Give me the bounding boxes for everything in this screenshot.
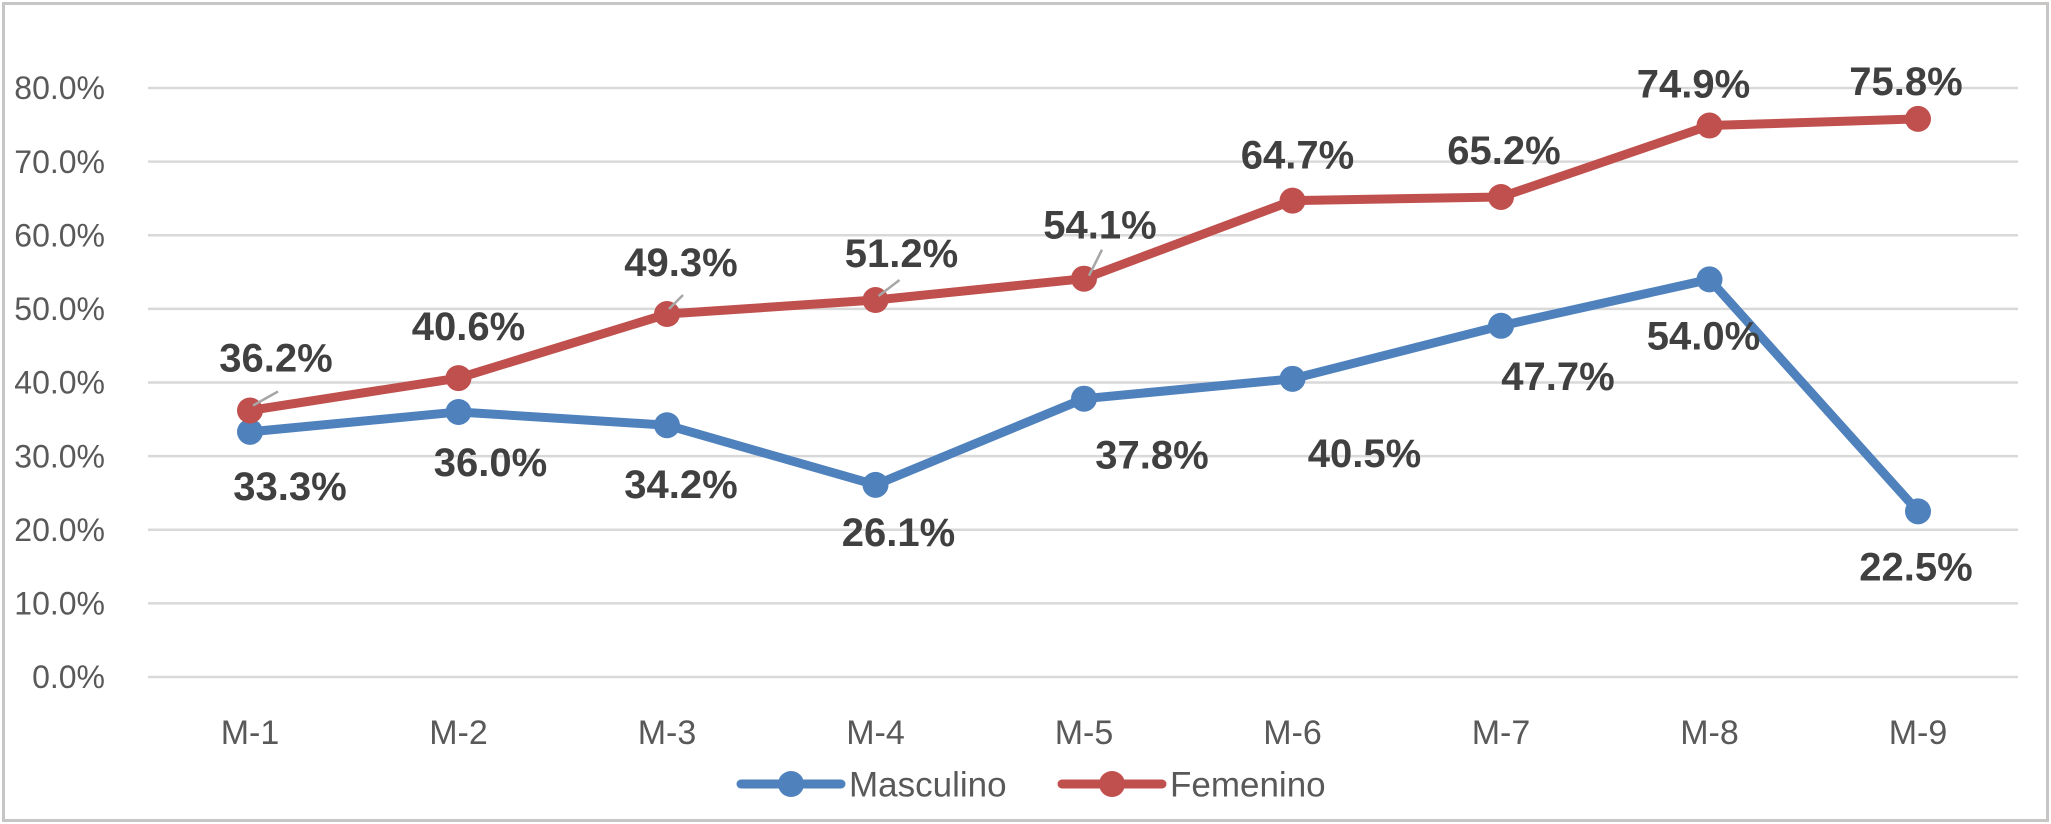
data-label-masculino: 34.2% <box>624 463 737 507</box>
data-label-femenino: 54.1% <box>1043 204 1156 248</box>
y-axis-tick-label: 40.0% <box>14 365 105 401</box>
data-label-leader-line <box>252 390 279 407</box>
y-axis-tick-label: 70.0% <box>14 144 105 180</box>
data-label-leader-line <box>668 294 684 310</box>
y-axis-tick-label: 50.0% <box>14 291 105 327</box>
data-label-femenino: 49.3% <box>624 241 737 285</box>
y-axis-tick-label: 60.0% <box>14 217 105 253</box>
series-masculino-marker[interactable] <box>862 471 889 498</box>
data-label-masculino: 54.0% <box>1647 314 1760 358</box>
legend-item-label: Femenino <box>1170 765 1326 804</box>
data-label-masculino: 33.3% <box>233 465 346 509</box>
data-labels-femenino: 36.2% 40.6% 49.3% 51.2% 54.1% 64.7% 65.2% 74.9%… <box>219 60 1962 381</box>
legend: Masculino Femenino <box>736 765 1326 804</box>
series-masculino[interactable] <box>237 266 1931 525</box>
data-label-masculino: 22.5% <box>1859 545 1972 589</box>
x-axis: M-1 M-2 M-3 M-4 M-5 M-6 M-7 M-8 M-9 <box>221 714 1948 752</box>
y-axis: 0.0% 10.0% 20.0% 30.0% 40.0% 50.0% 60.0% 70.0% 8… <box>14 70 105 695</box>
data-label-masculino: 47.7% <box>1501 355 1614 399</box>
data-label-femenino: 36.2% <box>219 336 332 380</box>
y-axis-tick-label: 20.0% <box>14 512 105 548</box>
data-label-femenino: 51.2% <box>845 232 958 276</box>
x-axis-category-label: M-3 <box>638 714 697 752</box>
data-label-masculino: 40.5% <box>1308 432 1421 476</box>
data-label-masculino: 36.0% <box>434 441 547 485</box>
x-axis-category-label: M-1 <box>221 714 280 752</box>
series-masculino-marker[interactable] <box>1488 312 1514 339</box>
series-masculino-marker[interactable] <box>654 412 680 439</box>
series-femenino-marker[interactable] <box>1488 183 1514 210</box>
x-axis-category-label: M-4 <box>846 714 905 752</box>
series-masculino-marker[interactable] <box>1905 498 1931 525</box>
data-label-femenino: 64.7% <box>1241 134 1354 178</box>
data-label-femenino: 74.9% <box>1637 63 1750 107</box>
data-label-femenino: 75.8% <box>1849 60 1962 104</box>
legend-item-masculino[interactable]: Masculino <box>736 765 1007 804</box>
y-axis-tick-label: 0.0% <box>32 659 105 695</box>
data-label-femenino: 65.2% <box>1447 129 1560 173</box>
x-axis-category-label: M-7 <box>1472 714 1531 752</box>
legend-item-femenino[interactable]: Femenino <box>1057 765 1326 804</box>
series-femenino-marker[interactable] <box>1905 105 1931 132</box>
x-axis-category-label: M-9 <box>1889 714 1948 752</box>
series-masculino-marker[interactable] <box>1071 385 1097 412</box>
data-labels-masculino: 33.3% 36.0% 34.2% 26.1% 37.8% 40.5% 47.7% 54.0%… <box>233 314 1972 589</box>
legend-item-label: Masculino <box>849 765 1007 804</box>
series-masculino-marker[interactable] <box>237 418 263 445</box>
series-femenino[interactable] <box>237 105 1931 424</box>
y-axis-tick-label: 30.0% <box>14 438 105 474</box>
x-axis-category-label: M-6 <box>1263 714 1322 752</box>
y-axis-tick-label: 10.0% <box>14 586 105 622</box>
data-label-masculino: 37.8% <box>1095 434 1208 478</box>
series-masculino-marker[interactable] <box>445 398 472 425</box>
data-label-leader-line <box>877 279 901 298</box>
legend-circle-marker-icon <box>1099 771 1125 797</box>
legend-circle-marker-icon <box>778 771 804 797</box>
x-axis-category-label: M-5 <box>1055 714 1114 752</box>
series-femenino-marker[interactable] <box>654 301 680 328</box>
series-femenino-marker[interactable] <box>445 365 472 392</box>
series-masculino-marker[interactable] <box>1696 266 1723 293</box>
data-label-masculino: 26.1% <box>842 511 955 555</box>
x-axis-category-label: M-8 <box>1680 714 1739 752</box>
series-femenino-marker[interactable] <box>1279 187 1306 214</box>
y-axis-tick-label: 80.0% <box>14 70 105 106</box>
data-label-leader-line <box>1087 249 1104 277</box>
series-femenino-marker[interactable] <box>1696 112 1723 139</box>
x-axis-category-label: M-2 <box>429 714 488 752</box>
data-label-femenino: 40.6% <box>412 305 525 349</box>
series-masculino-marker[interactable] <box>1279 365 1306 392</box>
